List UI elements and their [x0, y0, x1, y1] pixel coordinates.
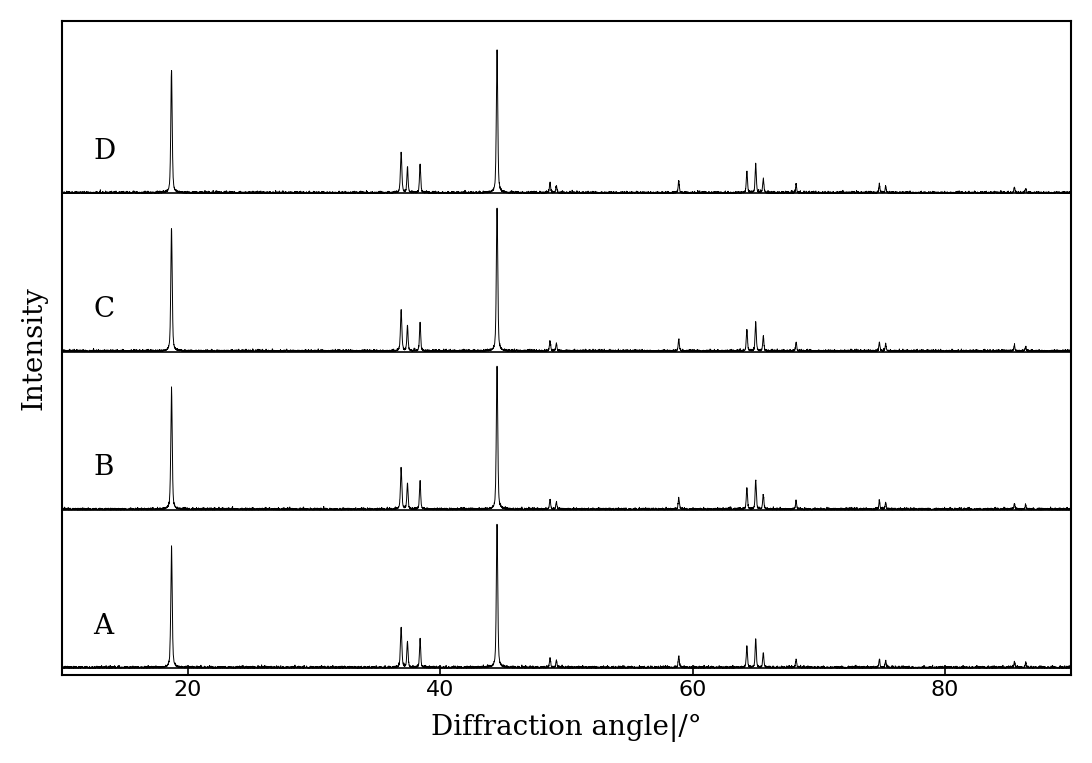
- Y-axis label: Intensity: Intensity: [21, 286, 48, 410]
- Text: A: A: [93, 613, 114, 639]
- Text: C: C: [93, 296, 115, 324]
- X-axis label: Diffraction angle|/°: Diffraction angle|/°: [431, 714, 702, 742]
- Text: D: D: [93, 138, 116, 165]
- Text: B: B: [93, 455, 114, 481]
